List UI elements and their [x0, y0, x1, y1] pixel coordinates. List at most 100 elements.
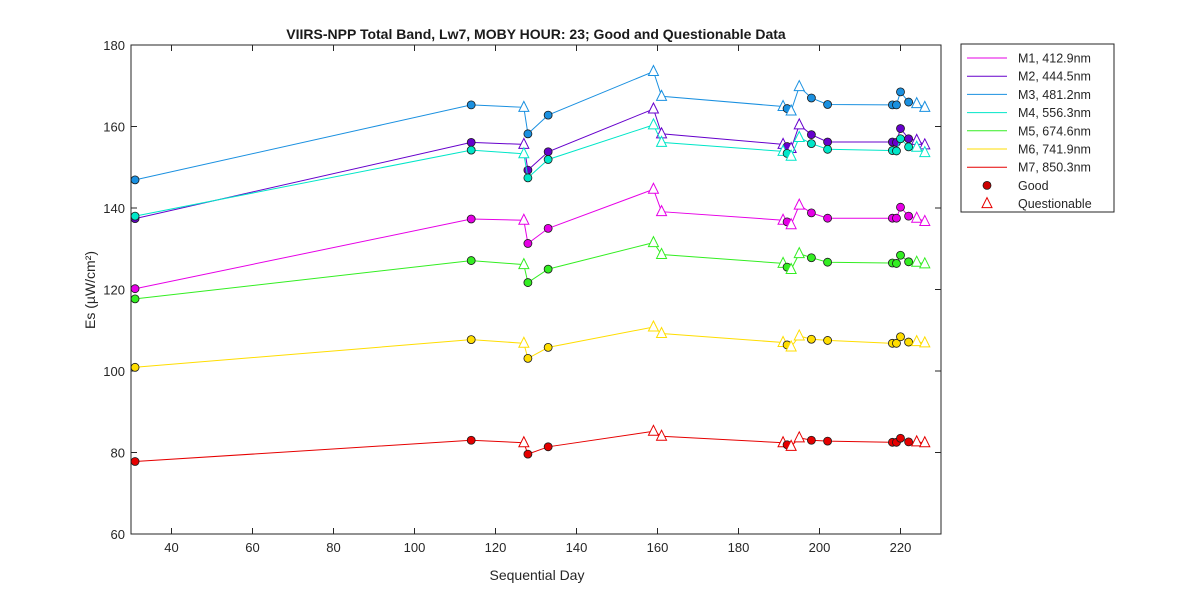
good-point: [130, 211, 140, 221]
legend: M1, 412.9nm M2, 444.5nm M3, 481.2nm M4, 556…: [960, 43, 1115, 213]
good-point: [130, 284, 140, 294]
legend-label: M1, 412.9nm: [1018, 52, 1091, 66]
y-tick-label: 60: [111, 527, 125, 542]
good-point: [896, 202, 905, 212]
good-point: [823, 100, 832, 109]
questionable-point: [785, 339, 797, 352]
good-point: [823, 257, 832, 267]
questionable-point: [785, 262, 797, 275]
good-point: [896, 134, 905, 144]
legend-label: M2, 444.5nm: [1018, 70, 1091, 84]
questionable-point: [518, 146, 530, 159]
questionable-point: [647, 117, 660, 130]
good-point: [466, 145, 476, 155]
good-point: [543, 155, 553, 164]
good-point: [466, 137, 476, 147]
good-point: [523, 353, 533, 363]
questionable-point: [647, 182, 660, 194]
good-point: [896, 433, 905, 443]
good-point: [892, 213, 901, 223]
good-point: [807, 435, 816, 445]
legend-label: M5, 674.6nm: [1018, 124, 1091, 138]
questionable-point: [518, 213, 530, 225]
good-point: [543, 342, 553, 352]
good-point: [466, 435, 476, 445]
questionable-point: [655, 89, 668, 101]
legend-label: M6, 741.9nm: [1018, 143, 1091, 157]
good-point: [904, 97, 913, 107]
questionable-point: [785, 217, 797, 230]
questionable-point: [518, 435, 530, 448]
y-axis-label: Es (µW/cm²): [82, 251, 98, 329]
good-point: [543, 264, 553, 274]
good-point: [466, 214, 476, 224]
good-point: [904, 134, 913, 144]
good-point: [807, 253, 816, 263]
good-point: [523, 165, 533, 175]
questionable-point: [655, 204, 668, 217]
y-tick-label: 160: [103, 120, 125, 135]
good-point: [904, 211, 913, 221]
good-point: [892, 338, 901, 348]
legend-label: M7, 850.3nm: [1018, 161, 1091, 175]
good-point: [823, 144, 832, 154]
questionable-point: [918, 435, 931, 448]
questionable-point: [918, 214, 931, 226]
x-tick-label: 120: [485, 540, 507, 555]
questionable-point: [793, 246, 806, 259]
y-tick-label: 80: [111, 446, 125, 461]
questionable-point: [518, 336, 530, 348]
x-tick-label: 80: [326, 540, 340, 555]
x-tick-label: 140: [566, 540, 588, 555]
good-point: [896, 87, 905, 97]
good-point: [523, 173, 533, 183]
questionable-point: [793, 430, 806, 443]
good-point: [896, 332, 905, 342]
questionable-point: [910, 434, 923, 447]
good-point: [523, 278, 533, 287]
legend-good-label: Good: [1018, 179, 1049, 193]
questionable-point: [910, 211, 923, 223]
good-point: [823, 137, 832, 147]
questionable-point: [647, 424, 660, 436]
questionable-point: [647, 319, 660, 332]
good-point: [892, 100, 901, 110]
questionable-point: [655, 135, 668, 147]
good-point: [523, 239, 533, 248]
legend-label: M4, 556.3nm: [1018, 106, 1091, 120]
questionable-point: [918, 100, 931, 112]
questionable-point: [518, 257, 530, 270]
good-point: [466, 100, 476, 110]
x-tick-label: 220: [890, 540, 912, 555]
questionable-point: [655, 247, 668, 259]
questionable-point: [918, 335, 931, 348]
good-point: [807, 130, 816, 140]
legend-good-marker: [982, 180, 992, 190]
questionable-point: [910, 96, 923, 109]
questionable-point: [647, 235, 660, 248]
plot-area: 40 60 80 100 120 140 160 180 200 220 60 80 100 120 140…: [103, 38, 942, 555]
good-point: [904, 257, 913, 267]
chart-title: VIIRS-NPP Total Band, Lw7, MOBY HOUR: 23…: [286, 26, 786, 42]
questionable-point: [793, 130, 806, 143]
good-point: [523, 449, 533, 459]
good-point: [466, 335, 476, 345]
legend-questionable-marker: [981, 196, 993, 209]
x-tick-label: 60: [245, 540, 259, 555]
questionable-point: [655, 326, 668, 339]
questionable-point: [785, 439, 797, 451]
good-point: [807, 93, 816, 103]
good-point: [823, 213, 832, 223]
questionable-point: [785, 149, 797, 161]
y-tick-label: 140: [103, 201, 125, 216]
y-tick-label: 120: [103, 283, 125, 298]
good-point: [543, 442, 553, 452]
good-point: [130, 457, 140, 466]
good-point: [130, 294, 140, 304]
questionable-point: [793, 328, 806, 341]
x-tick-label: 100: [404, 540, 426, 555]
questionable-point: [647, 101, 660, 114]
questionable-point: [785, 103, 797, 116]
